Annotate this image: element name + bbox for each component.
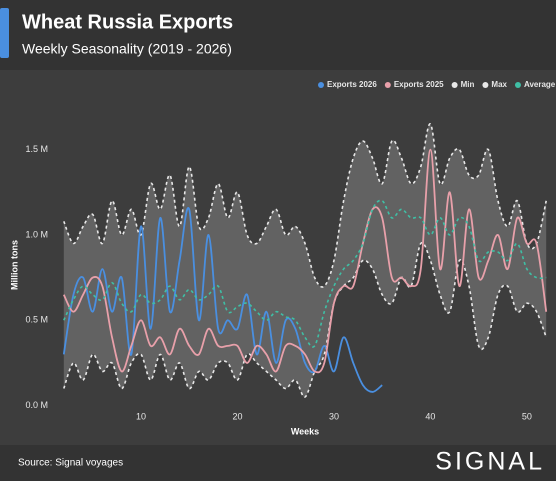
y-tick-label: 0.0 M: [25, 400, 48, 410]
x-axis-label: Weeks: [291, 426, 319, 436]
legend: Exports 2026 Exports 2025 Min Max Average: [318, 80, 556, 89]
x-tick-label: 10: [136, 411, 146, 421]
legend-label: Exports 2025: [394, 80, 444, 89]
chart-subtitle: Weekly Seasonality (2019 - 2026): [22, 41, 232, 57]
legend-label: Average: [524, 80, 556, 89]
series-line: [62, 148, 548, 374]
chart-title: Wheat Russia Exports: [22, 11, 233, 33]
legend-marker: [482, 82, 489, 88]
x-tick-label: 30: [329, 411, 339, 421]
source: Source: Signal voyages: [18, 458, 123, 469]
y-tick-label: 0.5 M: [25, 315, 48, 325]
legend-label: Max: [491, 80, 507, 89]
accent-bar: [0, 8, 9, 58]
legend-marker: [384, 82, 391, 88]
legend-marker: [318, 82, 324, 88]
legend-marker: [514, 82, 521, 88]
legend-label: Exports 2026: [327, 80, 377, 89]
legend-label: Min: [461, 80, 475, 89]
series-line: [62, 207, 383, 393]
x-tick-label: 20: [232, 411, 242, 421]
series-line: [63, 199, 547, 348]
plot: 0.0 M 0.5 M 1.0 M 1.5 M 10 20 30 40 50: [25, 123, 548, 421]
series-line: [63, 123, 547, 288]
x-tick-label: 40: [425, 411, 435, 421]
logo: SIGNAL: [435, 448, 545, 476]
y-axis-label: Million tons: [9, 240, 19, 290]
series-line: [63, 241, 547, 398]
legend-marker: [451, 82, 458, 88]
y-tick-label: 1.0 M: [25, 229, 48, 239]
y-tick-label: 1.5 M: [25, 144, 48, 154]
x-tick-label: 50: [522, 411, 532, 421]
